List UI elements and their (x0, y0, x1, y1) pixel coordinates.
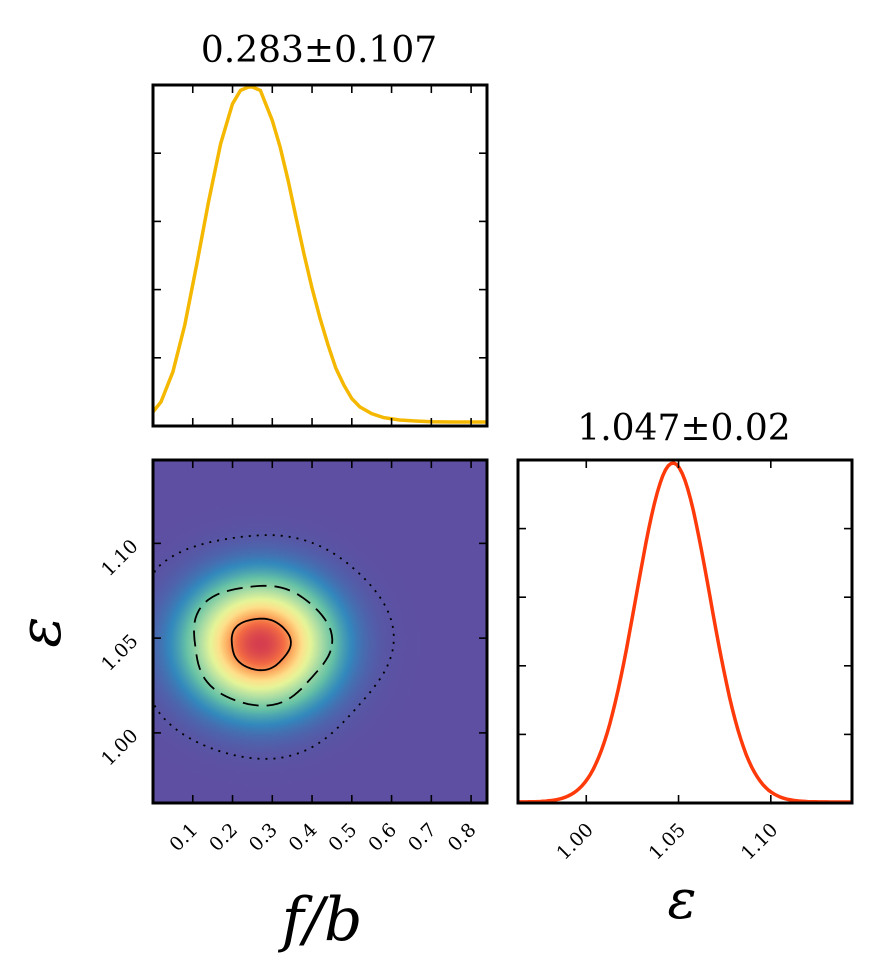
y-tick-label-epsilon-1: 1.05 (97, 630, 142, 675)
x-tick-label-epsilon-2: 1.10 (737, 819, 782, 864)
x-tick-label-f-over-b-0: 0.1 (165, 819, 202, 856)
x-axis-label-f-over-b: f/b (278, 885, 363, 955)
title-f-over-b: 0.283±0.107 (201, 30, 437, 71)
x-tick-label-epsilon-1: 1.05 (645, 819, 690, 864)
y-tick-labels-epsilon: 1.00 1.05 1.10 (97, 535, 142, 770)
panel-marginal-epsilon: 1.00 1.05 1.10 (516, 458, 854, 864)
x-tick-label-f-over-b-2: 0.3 (245, 819, 282, 856)
x-tick-label-f-over-b-4: 0.5 (324, 819, 361, 856)
y-tick-label-epsilon-0: 1.00 (97, 725, 142, 770)
panel-frame-joint (151, 458, 489, 805)
panel-joint-density: 0.1 0.2 0.3 0.4 0.5 0.6 0.7 0.8 1.00 1.05 1.10 (97, 458, 489, 856)
contour-inner-solid (230, 617, 292, 672)
marginal-curve-f-over-b (151, 85, 487, 424)
x-tick-label-epsilon-0: 1.00 (552, 819, 597, 864)
marginal-curve-epsilon (518, 461, 852, 804)
y-axis-label-epsilon: ε (6, 616, 74, 647)
x-tick-label-f-over-b-5: 0.6 (364, 819, 401, 856)
title-epsilon: 1.047±0.02 (577, 408, 790, 449)
contour-middle-dashed (193, 584, 334, 707)
ticks-joint-panel (153, 460, 487, 803)
panel-frame-top (151, 83, 489, 428)
y-tick-label-epsilon-2: 1.10 (97, 535, 142, 580)
density-heatmap (153, 460, 487, 803)
x-tick-label-f-over-b-3: 0.4 (285, 819, 322, 856)
x-axis-label-epsilon: ε (668, 868, 697, 931)
panel-frame-right (516, 458, 854, 805)
x-tick-label-f-over-b-7: 0.8 (444, 819, 481, 856)
x-tick-label-f-over-b-1: 0.2 (205, 819, 242, 856)
ticks-right-panel (518, 460, 852, 803)
x-tick-label-f-over-b-6: 0.7 (404, 819, 441, 856)
x-tick-labels-f-over-b: 0.1 0.2 0.3 0.4 0.5 0.6 0.7 0.8 (165, 819, 480, 856)
panel-marginal-f-over-b (151, 83, 489, 428)
x-tick-labels-epsilon: 1.00 1.05 1.10 (552, 819, 782, 864)
ticks-top-panel (153, 85, 487, 426)
